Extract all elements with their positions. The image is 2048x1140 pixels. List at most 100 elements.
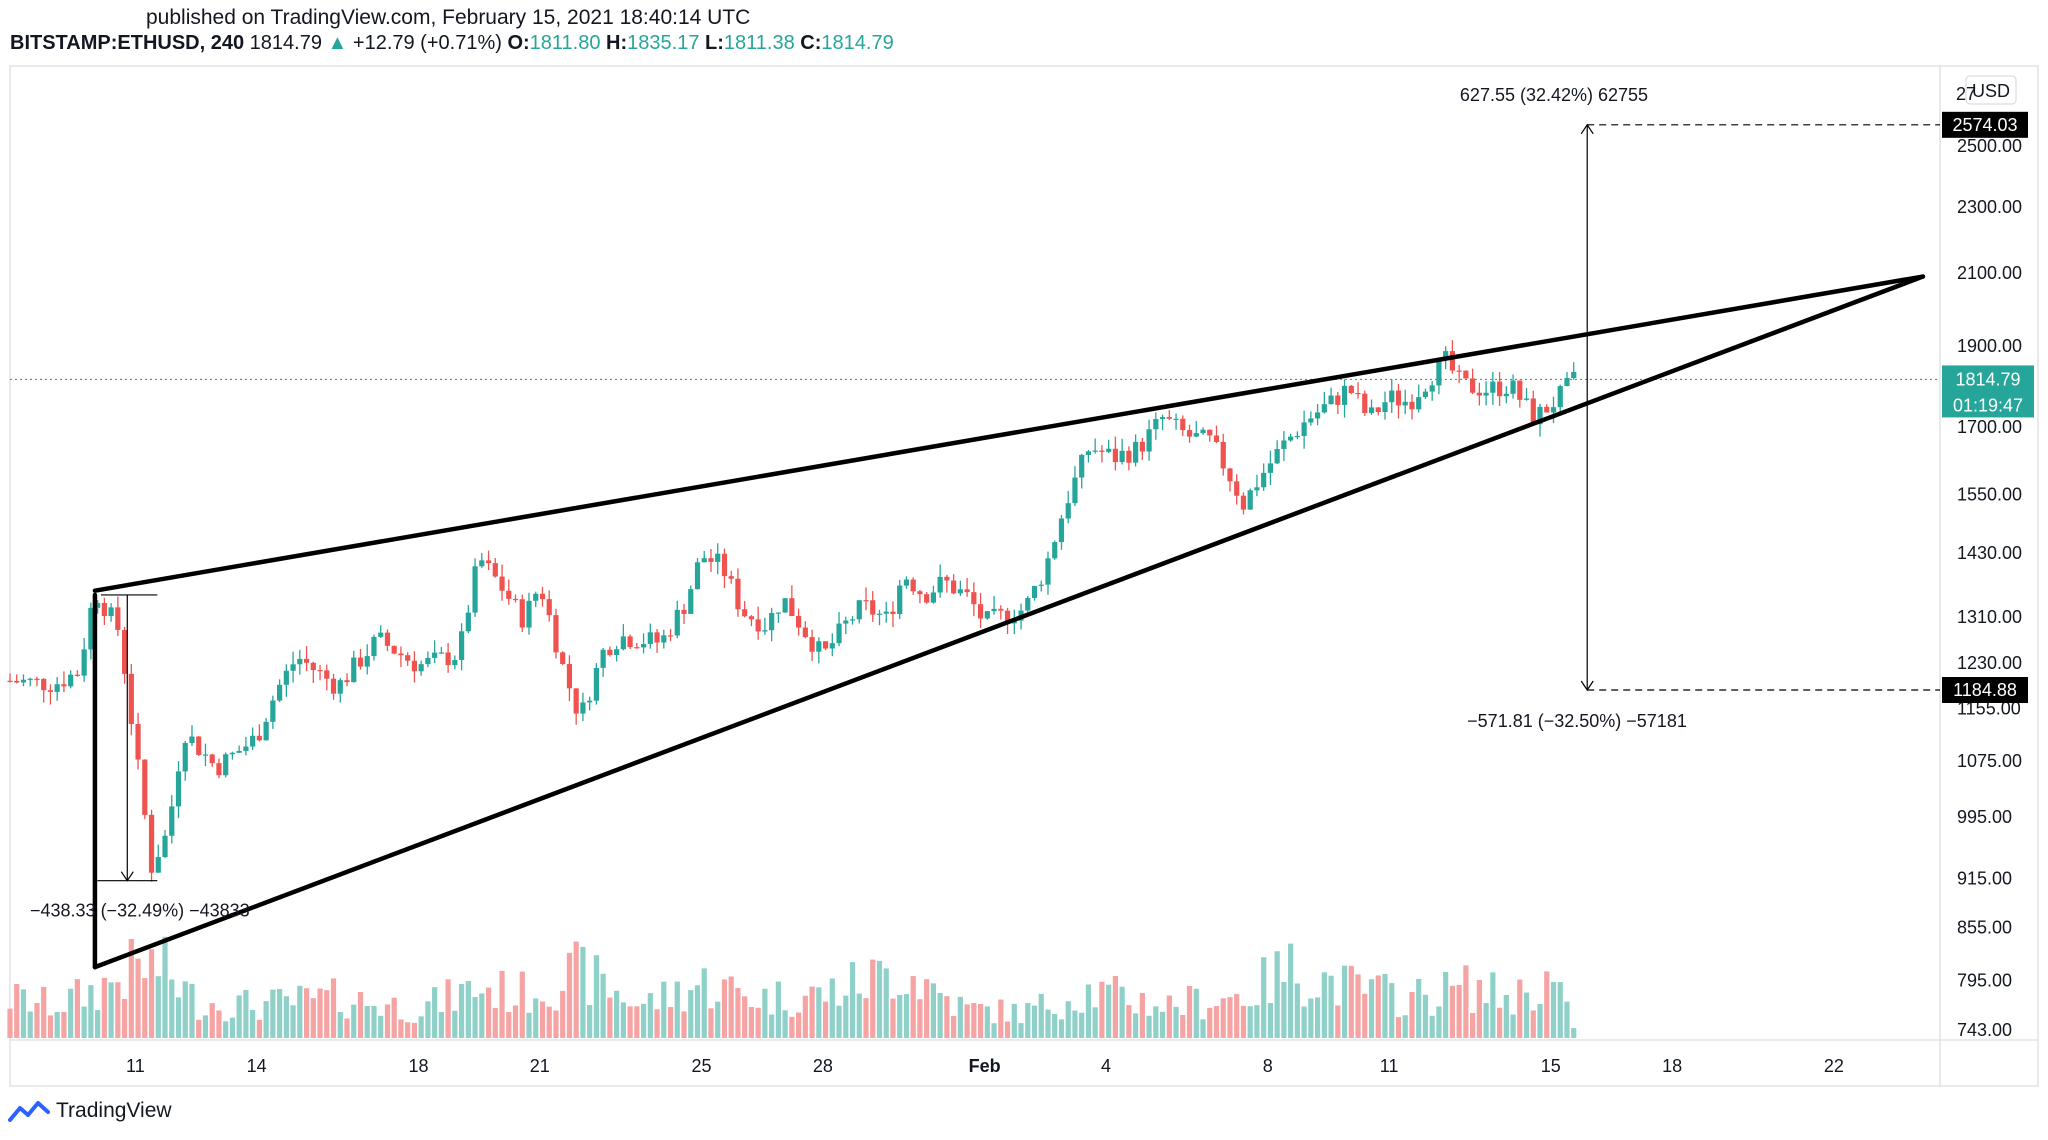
candle-body [1247,490,1253,510]
volume-bar [560,990,566,1038]
last-price-label: 1814.79 [1955,369,2020,389]
candle-body [883,611,889,614]
volume-bar [546,1006,552,1038]
volume-bar [169,979,175,1038]
candle-body [1106,448,1112,452]
volume-bar [654,1009,660,1038]
volume-bar [303,988,310,1038]
volume-bar [1355,974,1361,1038]
candle-body [512,598,519,601]
candle-body [465,612,471,632]
candle-body [661,635,667,643]
candle-body [1186,430,1193,437]
volume-bar [640,1003,647,1038]
volume-bar [1065,1001,1071,1038]
candle-body [216,763,222,776]
volume-bar [1537,1004,1543,1038]
volume-bar [81,1006,87,1038]
symbol-label[interactable]: BITSTAMP:ETHUSD, 240 [10,32,245,54]
candle-body [735,578,741,610]
volume-bar [277,989,283,1038]
time-axis[interactable]: 11 14 18 21 25 28 Feb 4 8 11 15 18 22 [126,1056,1844,1076]
candle-body [277,684,283,701]
candle-body [775,612,781,614]
candle-body [1045,558,1051,585]
volume-bar [519,971,525,1038]
last-price-value: 1814.79 [249,32,322,54]
candle-body [910,579,916,592]
volume-bar [1456,985,1462,1038]
top-tick-partial: 27 [1956,84,1976,104]
volume-bar [438,1011,444,1038]
volume-bar [661,981,667,1038]
volume-bar [142,978,148,1038]
candle-body [418,664,424,672]
price-tick-label: 1155.00 [1957,699,2021,719]
volume-bar [445,979,451,1038]
candle-body [1294,435,1300,438]
candle-body [1523,398,1530,400]
volume-bar [34,1002,40,1038]
volume-bar [74,979,81,1038]
candle-body [640,643,647,648]
volume-bar [317,988,323,1038]
close-label: C: [800,32,822,54]
time-tick-label: Feb [969,1056,1001,1076]
volume-bar [1052,1013,1058,1038]
candle-body [620,636,626,650]
volume-bar [870,959,876,1038]
candle-body [1443,351,1449,360]
lower-wedge-line [92,274,1926,970]
volume-bar [283,996,289,1038]
volume-bar [1153,1006,1159,1038]
volume-bar [1119,986,1125,1038]
volume-bar [1308,998,1314,1038]
candle-body [1004,610,1011,624]
volume-bar [1126,1005,1132,1038]
volume-bar [1571,1028,1577,1038]
time-tick-label: 28 [813,1056,833,1076]
target-down-badge: 1184.88 [1942,677,2028,704]
candle-body [1409,401,1415,410]
candle-body [1281,440,1287,449]
price-axis[interactable]: 743.00 795.00 855.00 915.00 995.00 1075.00 115… [1957,136,2022,1040]
price-tick-label: 1230.00 [1957,653,2022,673]
candle-body [1166,417,1172,419]
measure-pole-label: −438.33 (−32.49%) −43833 [30,901,250,921]
volume-bar [620,1002,626,1038]
price-tick-label: 2500.00 [1957,136,2022,156]
candle-body [135,723,141,760]
volume-bar [1314,997,1321,1038]
candle-body [607,649,613,655]
volume-bar [964,1004,970,1038]
candle-body [897,585,903,615]
volume-bar [1200,1019,1206,1038]
published-note: published on TradingView.com, February 1… [146,6,751,29]
volume-bar [88,985,94,1038]
volume-bar [1496,1007,1503,1038]
volume-bar [1530,1010,1536,1038]
volume-bar [364,1005,370,1038]
candle-body [836,623,842,644]
candle-body [155,857,161,873]
candle-body [310,662,316,671]
volume-bar [1112,975,1118,1038]
candle-body [303,658,310,663]
volume-bar [1072,1010,1078,1038]
candle-body [1429,385,1435,392]
currency-badge[interactable]: USD [1965,75,2017,105]
time-tick-label: 11 [1380,1056,1399,1076]
volume-bar [175,997,182,1038]
candle-body [755,619,761,632]
volume-bar [27,1011,33,1038]
volume-bar [1045,1009,1051,1038]
candle-body [701,558,707,563]
price-tick-label: 1430.00 [1957,543,2022,563]
volume-bar [1207,1007,1213,1038]
volume-bar [1429,1015,1435,1038]
volume-bar [162,936,168,1038]
volume-bar [600,973,606,1038]
candle-body [998,608,1004,611]
volume-bar [984,1006,990,1038]
